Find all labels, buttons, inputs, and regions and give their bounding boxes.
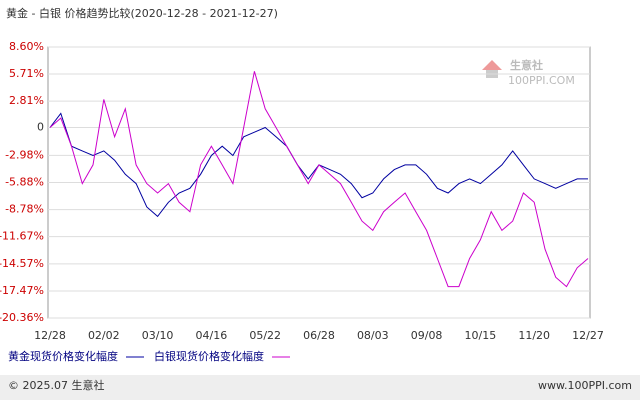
footer-bar (0, 375, 640, 400)
chart-title: 黄金 - 白银 价格趋势比较(2020-12-28 - 2021-12-27) (6, 6, 278, 20)
watermark: 生意社 100PPI.COM (482, 58, 575, 87)
y-tick-label: 0 (37, 120, 44, 133)
watermark-icon (482, 60, 502, 70)
x-tick-label: 12/27 (572, 329, 604, 342)
x-tick-label: 09/08 (411, 329, 443, 342)
y-tick-label: -8.78% (5, 203, 44, 216)
footer-site: www.100PPI.com (538, 379, 632, 392)
x-tick-label: 04/16 (196, 329, 228, 342)
x-tick-label: 05/22 (249, 329, 281, 342)
legend-label: 白银现货价格变化幅度 (154, 349, 264, 363)
x-tick-label: 11/20 (518, 329, 550, 342)
watermark-name: 生意社 (510, 58, 543, 72)
y-tick-label: -11.67% (0, 230, 44, 243)
x-tick-label: 08/03 (357, 329, 389, 342)
y-tick-label: -20.36% (0, 311, 44, 324)
legend-label: 黄金现货价格变化幅度 (8, 349, 118, 363)
y-tick-label: -5.88% (5, 176, 44, 189)
x-tick-label: 03/10 (142, 329, 174, 342)
watermark-url: 100PPI.COM (508, 74, 575, 87)
series-line (49, 71, 589, 288)
x-tick-label: 06/28 (303, 329, 335, 342)
x-tick-label: 02/02 (88, 329, 120, 342)
y-tick-label: 8.60% (9, 40, 44, 53)
y-tick-label: 2.81% (9, 94, 44, 107)
y-tick-label: -2.98% (5, 148, 44, 161)
y-tick-label: -14.57% (0, 257, 44, 270)
x-tick-label: 10/15 (465, 329, 497, 342)
footer-copyright: © 2025.07 生意社 (8, 378, 104, 392)
x-tick-label: 12/28 (34, 329, 66, 342)
y-tick-label: -17.47% (0, 284, 44, 297)
y-tick-label: 5.71% (9, 67, 44, 80)
